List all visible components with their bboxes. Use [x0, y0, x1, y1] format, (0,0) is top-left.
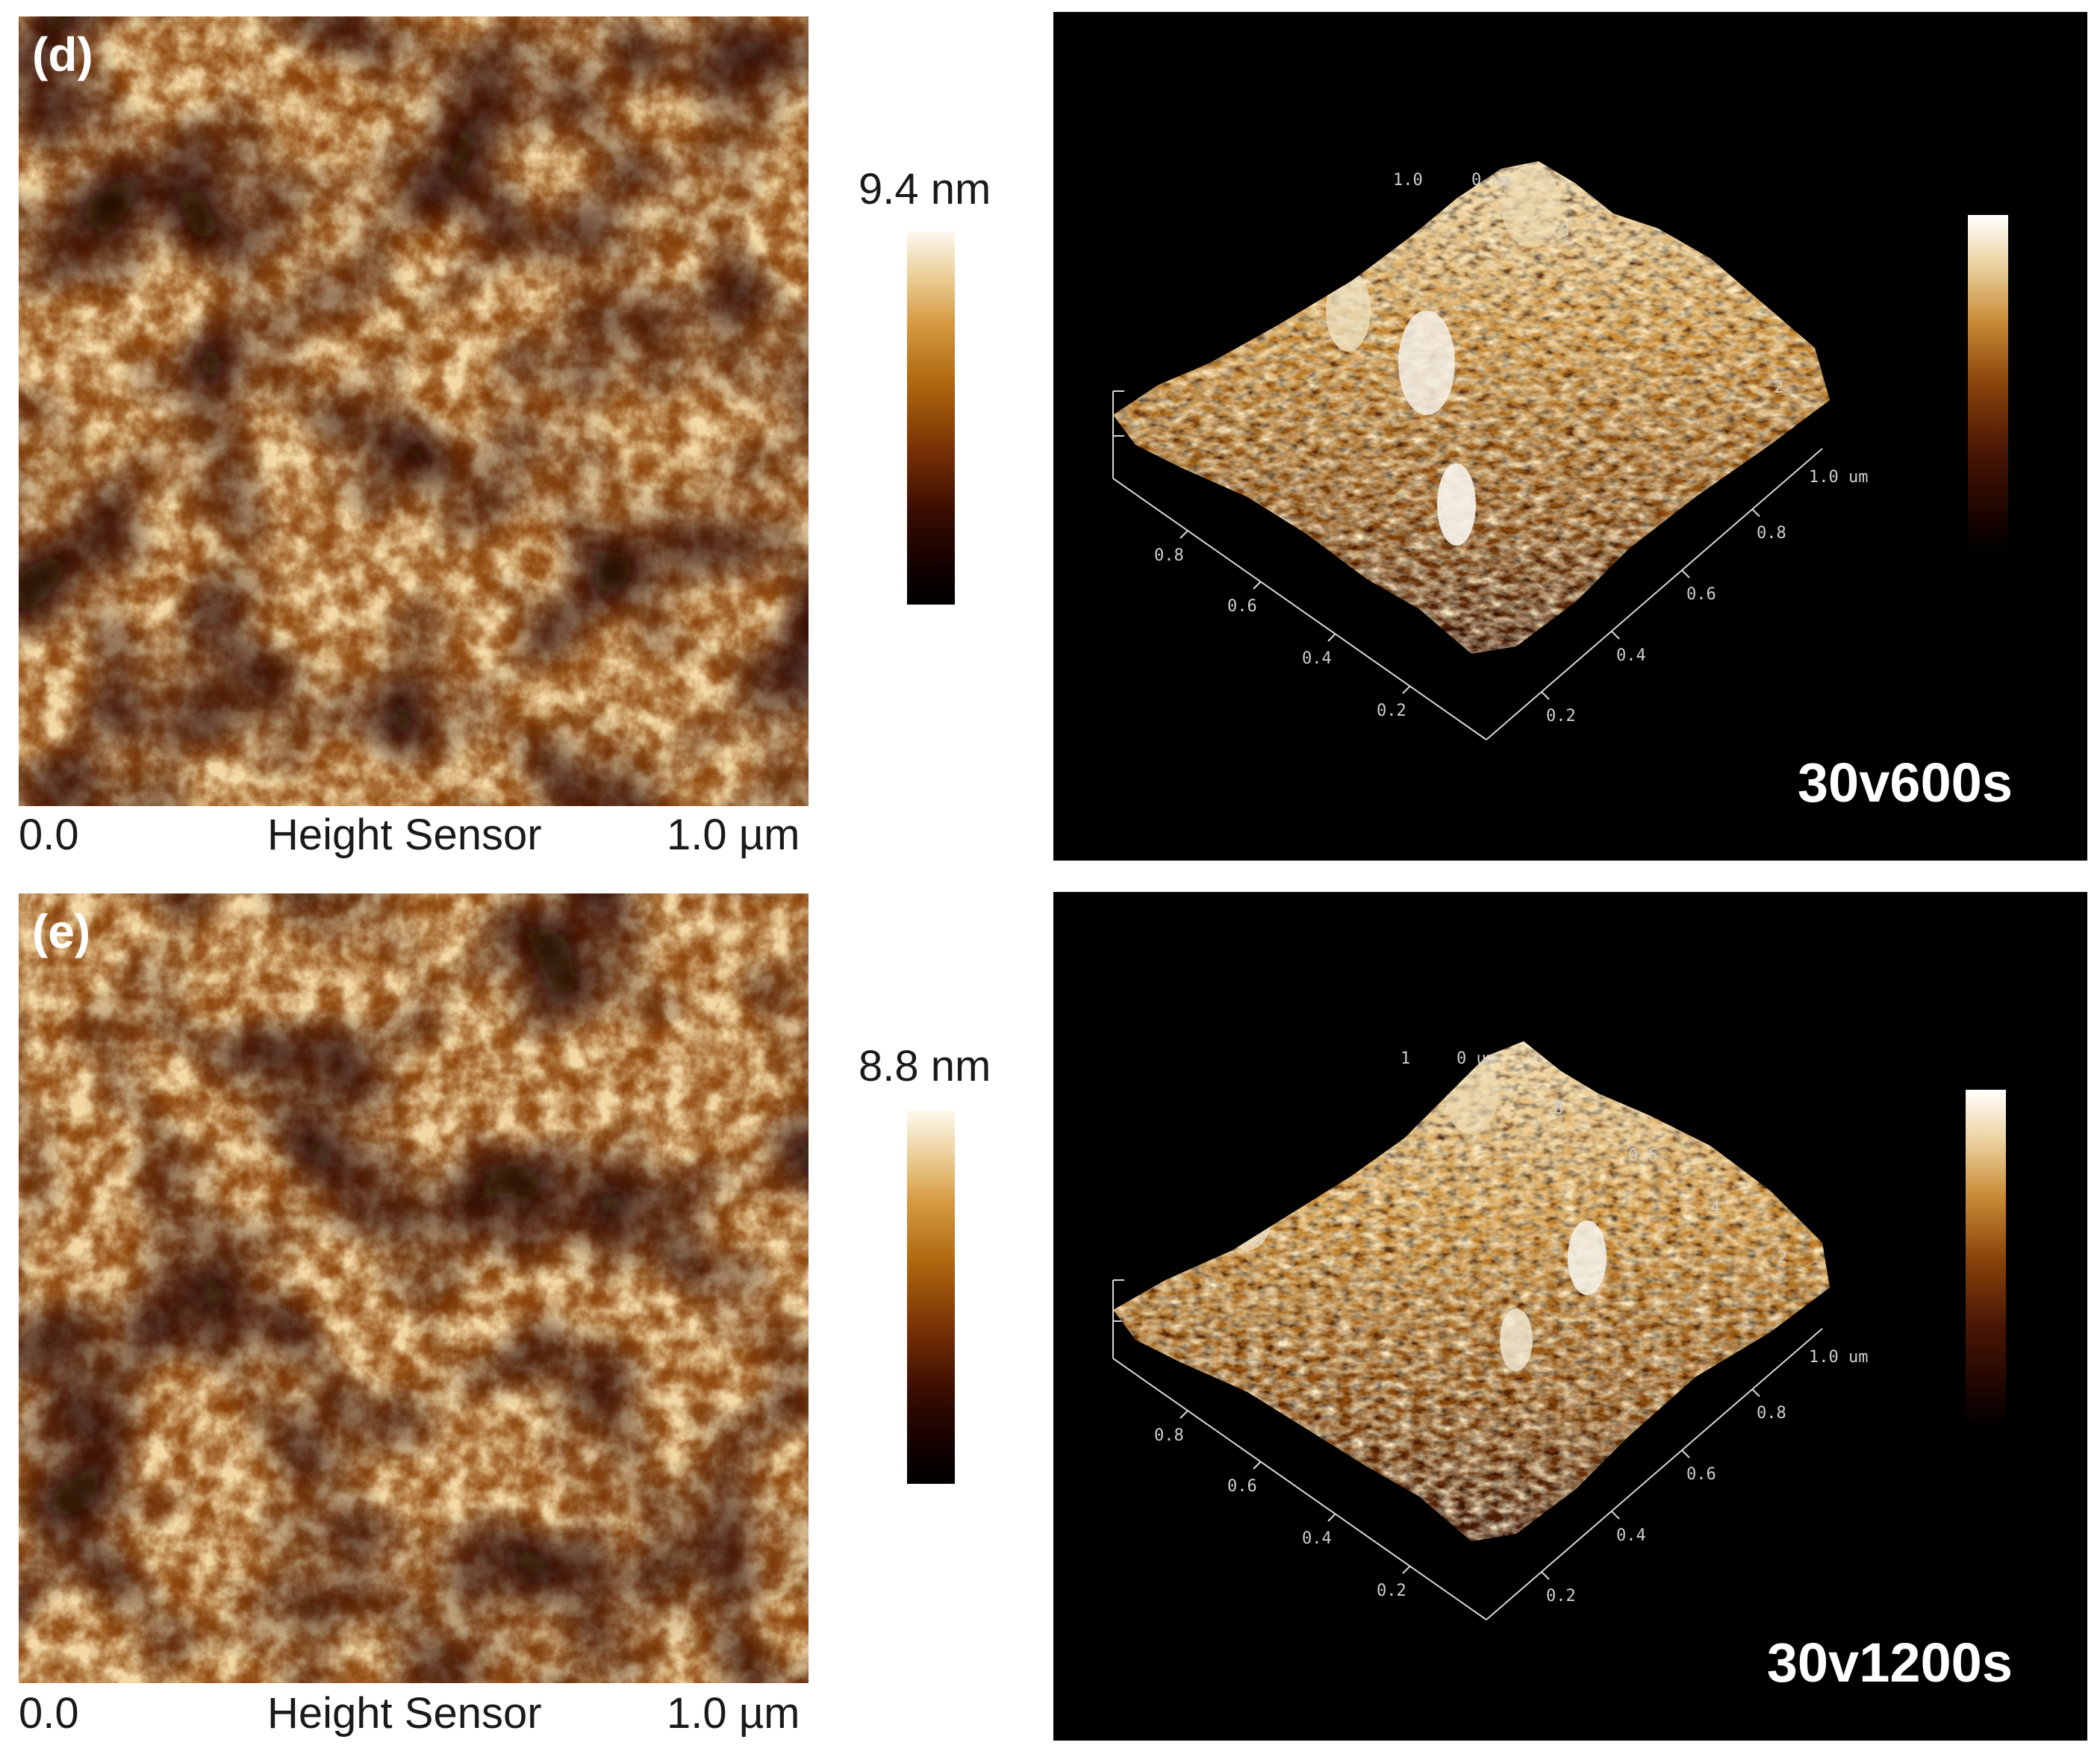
axis3d-left-tick: 0.6 — [1227, 597, 1257, 616]
axis3d-back-tick: .8 — [1550, 222, 1570, 240]
axis3d-right-tick: 0.6 — [1686, 585, 1716, 604]
axis3d-back-tick: 0.6 — [1628, 1146, 1658, 1165]
axis3d-back-left: 1.0 — [1393, 171, 1423, 190]
axis3d-corner-label: 1.0 um — [1809, 468, 1868, 487]
axis3d-corner-label: 1.0 um — [1809, 1348, 1868, 1367]
axis3d-back-tick: 2 — [1774, 378, 1783, 397]
channel-label: Height Sensor — [267, 1689, 542, 1738]
axis3d-right-tick: 0.8 — [1757, 524, 1786, 543]
axis3d-left-tick: 0.8 — [1154, 546, 1184, 565]
axis3d-left-tick: 0.2 — [1377, 702, 1406, 720]
panel-label: (d) — [32, 28, 93, 81]
colorbar-max-label: 9.4 nm — [859, 165, 991, 213]
x-axis-start: 0.0 — [19, 1689, 79, 1738]
height-colorbar — [907, 231, 955, 605]
axis3d-back-tick: 4 — [1710, 1199, 1720, 1217]
axis3d-back-tick: 8 — [1554, 1099, 1563, 1118]
axis3d-right-tick: 0.6 — [1686, 1465, 1716, 1484]
axis3d-right-tick: 0.4 — [1616, 1526, 1646, 1545]
axis3d-back-right: 0 um — [1471, 171, 1511, 190]
axis3d-left-tick: 0.2 — [1377, 1582, 1406, 1600]
afm-height-map-e: (e) — [19, 893, 808, 1683]
height-colorbar — [907, 1111, 955, 1484]
axis3d-left-tick: 0.8 — [1154, 1426, 1184, 1445]
channel-label: Height Sensor — [267, 811, 542, 859]
axis3d-back-right: 0 um — [1456, 1049, 1496, 1068]
axis3d-left-tick: 0.4 — [1302, 1529, 1332, 1548]
axis3d-left-tick: 0.6 — [1227, 1477, 1257, 1496]
panel-label: (e) — [32, 905, 91, 958]
afm-3d-view: 0.8 0.6 0.4 0.2 1.0 um 0.8 0.6 0.4 0.2 1… — [1053, 12, 2087, 861]
x-axis-end: 1.0 µm — [667, 811, 800, 859]
axis3d-back-left: 1 — [1400, 1049, 1410, 1068]
axis3d-left-tick: 0.4 — [1302, 649, 1332, 668]
colorbar-3d — [1968, 215, 2008, 551]
axis3d-right-tick: 0.2 — [1546, 1587, 1576, 1605]
axis3d-back-tick: 2 — [1777, 1249, 1787, 1267]
x-axis-end: 1.0 µm — [667, 1689, 800, 1738]
axis3d-right-tick: 0.4 — [1616, 646, 1646, 665]
x-axis-start: 0.0 — [19, 811, 79, 859]
sample-label: 30v600s — [1797, 752, 2013, 814]
colorbar-3d — [1966, 1090, 2006, 1426]
axis3d-right-tick: 0.2 — [1546, 707, 1576, 725]
colorbar-max-label: 8.8 nm — [859, 1042, 991, 1090]
afm-height-map-d: (d) — [19, 16, 808, 806]
sample-label: 30v1200s — [1766, 1632, 2013, 1694]
afm-3d-view: 0.8 0.6 0.4 0.2 1.0 um 0.8 0.6 0.4 0.2 1… — [1053, 892, 2087, 1741]
axis3d-right-tick: 0.8 — [1757, 1404, 1786, 1423]
